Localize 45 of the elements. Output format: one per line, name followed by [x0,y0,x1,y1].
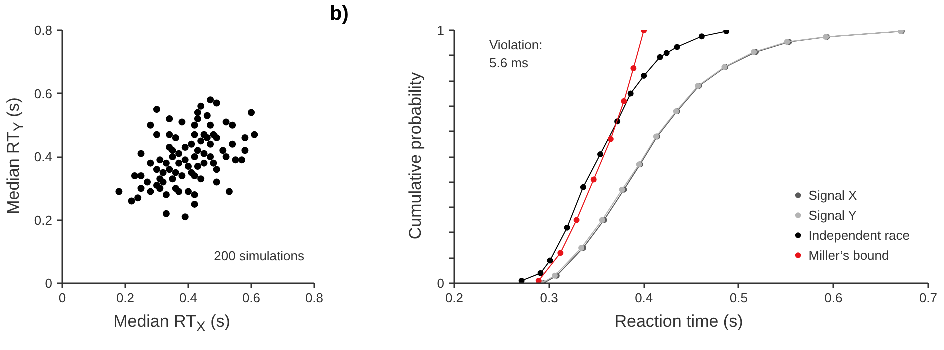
point [641,73,648,80]
x-tick-label: 0 [58,290,66,306]
x-tick-label: 0.4 [179,290,198,306]
point [630,65,637,72]
point [628,90,634,97]
annotation: Violation: 5.6 ms [490,38,543,70]
x-tick-label: 0.7 [919,290,938,306]
x-tick-label: 0.3 [540,290,558,306]
point [674,44,680,50]
point [580,184,586,190]
point [547,258,554,264]
x-tick-label: 0.8 [305,290,324,306]
y-tick-label: 1 [437,23,445,38]
legend-label: Miller’s bound [808,247,890,263]
x-tick-label: 0.4 [635,290,654,306]
x-tick-label: 0.5 [730,290,748,306]
x-axis-title: Reaction time (s) [614,311,744,333]
point [657,54,664,60]
point [590,176,597,183]
x-tick-label: 0.6 [242,290,261,306]
point [564,224,570,231]
x-tick-label: 0.2 [116,290,135,306]
legend-label: Signal Y [808,207,857,223]
point [558,250,564,256]
point [574,217,580,224]
x-axis-title: Median RT$_{X}$ (s) [112,311,232,338]
y-tick-label: 0.6 [34,86,53,102]
point [538,270,544,276]
point [536,278,542,284]
y-tick-label: 0.8 [34,23,53,38]
y-tick-label: 0.2 [34,212,53,228]
chart-title: b) [330,3,349,25]
y-axis-title: Cumulative probability [404,72,426,240]
point [664,50,670,56]
point [597,151,604,158]
point [608,136,614,142]
y-tick-label: 0 [45,276,53,291]
legend-label: Signal X [808,187,858,203]
x-tick-label: 0.6 [824,290,843,306]
y-tick-label: 0.4 [34,150,53,164]
point [518,278,525,284]
point [698,34,705,40]
legend-label: Independent race [808,227,910,243]
point [621,98,628,104]
annotation: 200 simulations [214,248,305,264]
